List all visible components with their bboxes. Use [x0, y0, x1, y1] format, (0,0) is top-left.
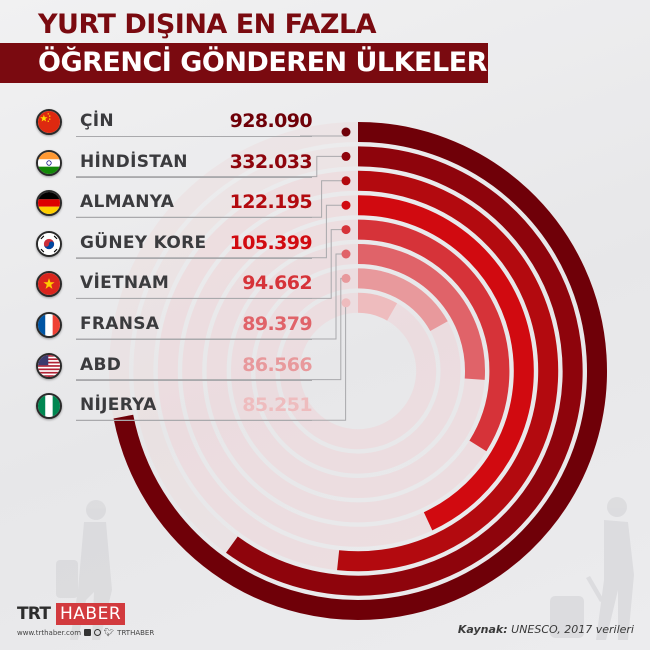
country-name: ABD: [80, 354, 122, 375]
country-row: GÜNEY KORE 105.399: [36, 230, 313, 260]
country-value: 105.399: [229, 231, 313, 254]
country-row: FRANSA 89.379: [36, 311, 313, 341]
instagram-icon[interactable]: [94, 629, 102, 636]
country-value: 122.195: [229, 191, 313, 214]
country-value: 928.090: [229, 110, 313, 132]
country-row: VİETNAM 94.662: [36, 270, 313, 300]
country-value: 89.379: [242, 313, 312, 335]
row-divider: [76, 339, 312, 340]
website-social-line: www.trthaber.com 🐦︎ TRTHABER: [17, 628, 154, 637]
ring-arc: [337, 170, 559, 572]
germany-flag-icon: [36, 190, 62, 217]
source-text: UNESCO, 2017 verileri: [511, 623, 634, 636]
ring-arc: [357, 195, 534, 531]
country-row: HİNDİSTAN 332.033: [36, 149, 313, 179]
ring-arc: [113, 122, 607, 620]
country-value: 94.662: [242, 272, 312, 295]
ring-dot: [341, 298, 351, 308]
row-divider: [76, 298, 312, 300]
country-value: 332.033: [229, 150, 313, 173]
row-divider: [76, 420, 312, 422]
country-value: 85.251: [242, 394, 312, 417]
row-divider: [76, 176, 312, 178]
source-label: Kaynak:: [457, 623, 508, 636]
ring-dot: [341, 176, 351, 186]
facebook-icon[interactable]: [84, 629, 92, 636]
ring-dot: [341, 151, 351, 161]
title-bar: [0, 43, 488, 83]
ring-dot: [341, 225, 351, 235]
twitter-icon[interactable]: 🐦︎: [104, 628, 115, 637]
ring-arc: [225, 146, 583, 596]
france-flag-icon: [36, 312, 62, 338]
ring-dot: [341, 249, 351, 259]
country-name: FRANSA: [80, 314, 160, 334]
social-handle: TRTHABER: [117, 628, 155, 637]
vietnam-flag-icon: [36, 271, 62, 298]
ring-dot: [341, 127, 351, 137]
country-row: ALMANYA 122.195: [36, 189, 313, 219]
country-value: 86.566: [242, 353, 312, 376]
china-flag-icon: [36, 109, 62, 135]
usa-flag-icon: [36, 352, 62, 379]
ring-arc: [357, 268, 448, 332]
ring-dot: [341, 200, 351, 210]
country-name: GÜNEY KORE: [80, 232, 207, 253]
india-flag-icon: [36, 149, 62, 176]
country-row: ABD 86.566: [36, 352, 313, 382]
logo-trt: TRT: [17, 604, 51, 624]
country-name: ÇİN: [80, 111, 114, 131]
title-line-2: ÖĞRENCİ GÖNDEREN ÜLKELER: [38, 47, 487, 78]
country-row: ÇİN 928.090: [36, 108, 313, 138]
row-divider: [76, 136, 312, 137]
south-korea-flag-icon: [36, 230, 62, 257]
source-note: Kaynak: UNESCO, 2017 verileri: [458, 623, 634, 636]
website-link[interactable]: www.trthaber.com: [17, 628, 82, 637]
ring-arc: [357, 219, 510, 452]
title-line-1: YURT DIŞINA EN FAZLA: [38, 9, 377, 40]
country-name: NİJERYA: [80, 395, 157, 416]
row-divider: [76, 379, 312, 381]
nigeria-flag-icon: [36, 393, 62, 420]
ring-arc: [357, 292, 398, 321]
ring-arc: [357, 244, 485, 380]
country-name: VİETNAM: [80, 273, 170, 294]
country-row: NİJERYA 85.251: [36, 392, 313, 422]
country-name: ALMANYA: [80, 192, 175, 213]
row-divider: [76, 217, 312, 219]
ring-dot: [341, 273, 351, 283]
logo-haber: HABER: [56, 603, 126, 625]
country-name: HİNDİSTAN: [80, 151, 188, 172]
row-divider: [76, 257, 312, 259]
